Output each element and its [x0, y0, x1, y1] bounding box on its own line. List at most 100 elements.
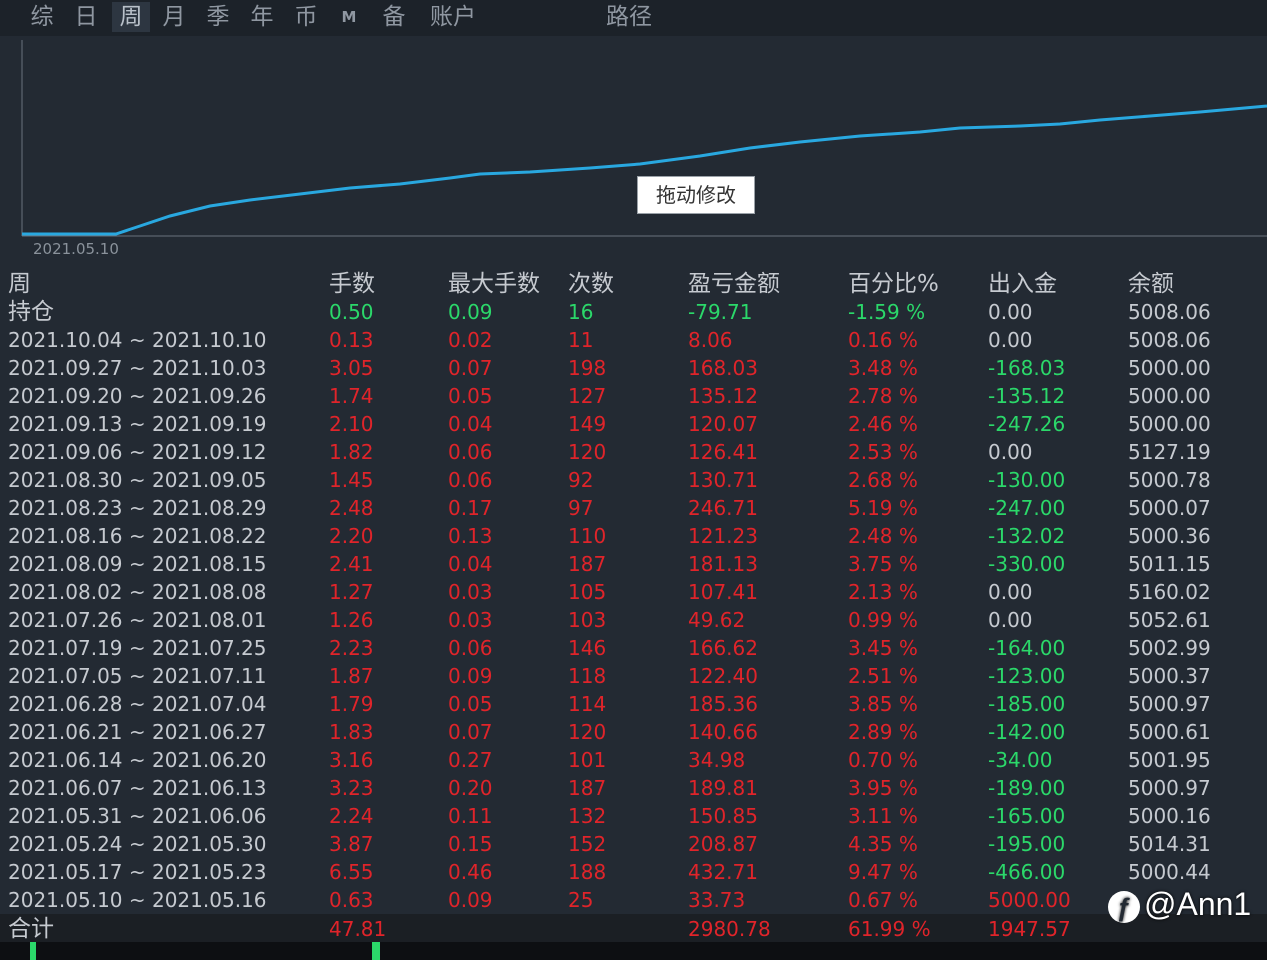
row-lots: 1.87	[329, 664, 374, 688]
position-pnl: -79.71	[688, 300, 753, 324]
table-row[interactable]: 2021.07.05 ~ 2021.07.11 1.87 0.09 118 122.40…	[0, 662, 1267, 690]
row-week: 2021.07.26 ~ 2021.08.01	[8, 608, 267, 632]
table-row[interactable]: 2021.05.24 ~ 2021.05.30 3.87 0.15 152 208.87…	[0, 830, 1267, 858]
row-balance: 5000.44	[1128, 860, 1211, 884]
row-max-lots: 0.06	[448, 468, 493, 492]
tab-day[interactable]: 日	[74, 4, 98, 30]
row-pnl: 150.85	[688, 804, 758, 828]
tab-overview[interactable]: 综	[30, 4, 54, 30]
table-row[interactable]: 2021.05.17 ~ 2021.05.23 6.55 0.46 188 432.71…	[0, 858, 1267, 886]
table-row[interactable]: 2021.08.23 ~ 2021.08.29 2.48 0.17 97 246.71 5…	[0, 494, 1267, 522]
table-row[interactable]: 2021.06.07 ~ 2021.06.13 3.23 0.20 187 189.81…	[0, 774, 1267, 802]
table-row[interactable]: 2021.08.09 ~ 2021.08.15 2.41 0.04 187 181.13…	[0, 550, 1267, 578]
row-pct: 9.47 %	[848, 860, 918, 884]
table-row[interactable]: 2021.10.04 ~ 2021.10.10 0.13 0.02 11 8.06 0.1…	[0, 326, 1267, 354]
tab-account[interactable]: 账户	[430, 4, 476, 30]
table-row[interactable]: 2021.09.13 ~ 2021.09.19 2.10 0.04 149 120.07…	[0, 410, 1267, 438]
table-row[interactable]: 2021.09.20 ~ 2021.09.26 1.74 0.05 127 135.12…	[0, 382, 1267, 410]
row-pct: 2.13 %	[848, 580, 918, 604]
row-balance: 5127.19	[1128, 440, 1211, 464]
table-row[interactable]: 2021.06.28 ~ 2021.07.04 1.79 0.05 114 185.36…	[0, 690, 1267, 718]
row-count: 105	[568, 580, 607, 604]
tab-quarter[interactable]: 季	[206, 4, 230, 30]
header-max-lots[interactable]: 最大手数	[448, 271, 540, 297]
row-count: 198	[568, 356, 607, 380]
row-pnl: 208.87	[688, 832, 758, 856]
row-count: 127	[568, 384, 607, 408]
position-count: 16	[568, 300, 594, 324]
tab-month[interactable]: 月	[162, 4, 186, 30]
row-flow: -330.00	[988, 552, 1066, 576]
row-flow: -195.00	[988, 832, 1066, 856]
table-row[interactable]: 2021.05.10 ~ 2021.05.16 0.63 0.09 25 33.73 0.…	[0, 886, 1267, 914]
header-count[interactable]: 次数	[568, 271, 614, 297]
row-pnl: 122.40	[688, 664, 758, 688]
row-count: 101	[568, 748, 607, 772]
row-max-lots: 0.05	[448, 692, 493, 716]
header-percent[interactable]: 百分比%	[848, 271, 939, 297]
scroll-marker[interactable]	[30, 942, 36, 960]
position-max-lots: 0.09	[448, 300, 493, 324]
table-row[interactable]: 2021.08.16 ~ 2021.08.22 2.20 0.13 110 121.23…	[0, 522, 1267, 550]
row-week: 2021.09.27 ~ 2021.10.03	[8, 356, 267, 380]
tab-currency[interactable]: 币	[294, 4, 318, 30]
drag-modify-button[interactable]: 拖动修改	[637, 176, 755, 214]
table-row[interactable]: 2021.08.02 ~ 2021.08.08 1.27 0.03 105 107.41…	[0, 578, 1267, 606]
row-lots: 2.23	[329, 636, 374, 660]
row-flow: -165.00	[988, 804, 1066, 828]
period-tab-bar: 综 日 周 月 季 年 币 M 备 账户 路径	[0, 0, 1267, 36]
position-balance: 5008.06	[1128, 300, 1211, 324]
row-pct: 3.85 %	[848, 692, 918, 716]
row-week: 2021.07.19 ~ 2021.07.25	[8, 636, 267, 660]
header-week[interactable]: 周	[8, 271, 31, 297]
tab-m[interactable]: M	[341, 8, 357, 26]
table-row[interactable]: 2021.07.19 ~ 2021.07.25 2.23 0.06 146 166.62…	[0, 634, 1267, 662]
table-row[interactable]: 2021.08.30 ~ 2021.09.05 1.45 0.06 92 130.71 2…	[0, 466, 1267, 494]
header-lots[interactable]: 手数	[329, 271, 375, 297]
row-max-lots: 0.04	[448, 412, 493, 436]
row-max-lots: 0.07	[448, 356, 493, 380]
scroll-marker[interactable]	[372, 942, 380, 960]
row-max-lots: 0.07	[448, 720, 493, 744]
row-pct: 5.19 %	[848, 496, 918, 520]
table-row[interactable]: 2021.09.27 ~ 2021.10.03 3.05 0.07 198 168.03…	[0, 354, 1267, 382]
header-flow[interactable]: 出入金	[988, 271, 1057, 297]
tab-year[interactable]: 年	[250, 4, 274, 30]
position-lots: 0.50	[329, 300, 374, 324]
table-row[interactable]: 2021.06.21 ~ 2021.06.27 1.83 0.07 120 140.66…	[0, 718, 1267, 746]
row-pnl: 181.13	[688, 552, 758, 576]
total-flow: 1947.57	[988, 917, 1071, 941]
row-pnl: 49.62	[688, 608, 746, 632]
row-lots: 2.41	[329, 552, 374, 576]
table-row[interactable]: 2021.06.14 ~ 2021.06.20 3.16 0.27 101 34.98 0…	[0, 746, 1267, 774]
row-flow: -142.00	[988, 720, 1066, 744]
row-pnl: 34.98	[688, 748, 746, 772]
row-pnl: 8.06	[688, 328, 733, 352]
watermark-text: @Ann1	[1144, 886, 1252, 922]
tab-path[interactable]: 路径	[606, 4, 652, 30]
header-balance[interactable]: 余额	[1128, 271, 1174, 297]
row-balance: 5000.61	[1128, 720, 1211, 744]
table-row[interactable]: 2021.05.31 ~ 2021.06.06 2.24 0.11 132 150.85…	[0, 802, 1267, 830]
row-max-lots: 0.15	[448, 832, 493, 856]
row-flow: 0.00	[988, 328, 1033, 352]
header-pnl[interactable]: 盈亏金额	[688, 271, 780, 297]
row-pnl: 140.66	[688, 720, 758, 744]
row-count: 152	[568, 832, 607, 856]
row-pnl: 189.81	[688, 776, 758, 800]
row-flow: 5000.00	[988, 888, 1071, 912]
row-lots: 1.82	[329, 440, 374, 464]
position-label: 持仓	[8, 299, 54, 325]
row-lots: 1.74	[329, 384, 374, 408]
table-row[interactable]: 2021.07.26 ~ 2021.08.01 1.26 0.03 103 49.62 0…	[0, 606, 1267, 634]
position-row[interactable]: 持仓 0.50 0.09 16 -79.71 -1.59 % 0.00 5008…	[0, 298, 1267, 326]
row-flow: -189.00	[988, 776, 1066, 800]
row-pct: 3.45 %	[848, 636, 918, 660]
table-row[interactable]: 2021.09.06 ~ 2021.09.12 1.82 0.06 120 126.41…	[0, 438, 1267, 466]
row-max-lots: 0.09	[448, 888, 493, 912]
tab-notes[interactable]: 备	[382, 4, 406, 30]
tab-week[interactable]: 周	[112, 2, 150, 32]
row-lots: 2.48	[329, 496, 374, 520]
bottom-scroll-strip[interactable]	[0, 942, 1267, 960]
row-pnl: 246.71	[688, 496, 758, 520]
